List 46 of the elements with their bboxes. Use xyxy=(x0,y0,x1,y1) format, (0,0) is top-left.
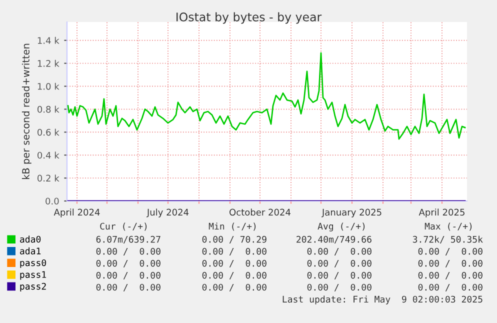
chart-title: IOstat by bytes - by year xyxy=(176,12,322,24)
text: 0.00 / 0.00 xyxy=(202,260,266,268)
text: 0.00 / 0.00 xyxy=(307,272,372,280)
text: 0.00 / 0.00 xyxy=(202,272,266,280)
text: 0.00 / 70.29 xyxy=(202,236,266,244)
x-tick-label: October 2024 xyxy=(230,208,290,216)
text: 0.00 / 0.00 xyxy=(96,284,160,292)
text: Last update: Fri May 9 02:00:03 2025 xyxy=(282,296,482,304)
y-tick-label: 0.0 xyxy=(46,198,59,205)
text: 0.00 / 0.00 xyxy=(96,272,160,280)
text: 0.00 / 0.00 xyxy=(418,260,482,268)
text: 202.40m/749.66 xyxy=(296,236,372,244)
text: 3.72k/ 50.35k xyxy=(412,236,483,244)
text: 0.00 / 0.00 xyxy=(307,248,372,256)
y-axis-title: kB per second read+written xyxy=(22,44,32,180)
text: 0.00 / 0.00 xyxy=(418,272,482,280)
y-tick-label: 0.2 k xyxy=(38,174,60,182)
text: Min (-/+) xyxy=(208,222,256,231)
legend-label: ada1 xyxy=(20,247,41,254)
text: Cur (-/+) xyxy=(100,222,147,231)
y-tick-label: 1.0 k xyxy=(38,82,60,90)
legend-label: pass2 xyxy=(20,282,46,292)
text: 0.00 / 0.00 xyxy=(202,248,266,256)
text: 6.07m/639.27 xyxy=(96,236,160,244)
text: 0.00 / 0.00 xyxy=(418,284,482,292)
legend-label: pass1 xyxy=(20,271,46,280)
text: 0.00 / 0.00 xyxy=(418,248,482,256)
y-tick-label: 1.4 k xyxy=(38,36,60,44)
x-tick-label: April 2024 xyxy=(54,208,100,218)
text: 0.00 / 0.00 xyxy=(96,260,160,268)
legend-label: pass0 xyxy=(20,259,46,268)
y-tick-label: 0.8 k xyxy=(38,106,60,113)
text: 0.00 / 0.00 xyxy=(96,248,160,256)
x-tick-label: January 2025 xyxy=(322,208,382,218)
line-series xyxy=(67,52,466,140)
x-tick-label: April 2025 xyxy=(418,208,464,218)
text: 0.00 / 0.00 xyxy=(307,260,372,268)
text: Avg (-/+) xyxy=(318,222,365,232)
text: Max (-/+) xyxy=(424,222,472,231)
x-tick-label: July 2024 xyxy=(146,208,189,218)
text: 0.00 / 0.00 xyxy=(202,284,266,292)
text: 0.00 / 0.00 xyxy=(307,284,372,292)
y-tick-label: 0.4 k xyxy=(38,152,60,159)
y-tick-label: 1.2 k xyxy=(38,60,60,67)
legend-label: ada0 xyxy=(20,236,41,243)
y-tick-label: 0.6 k xyxy=(38,128,60,136)
